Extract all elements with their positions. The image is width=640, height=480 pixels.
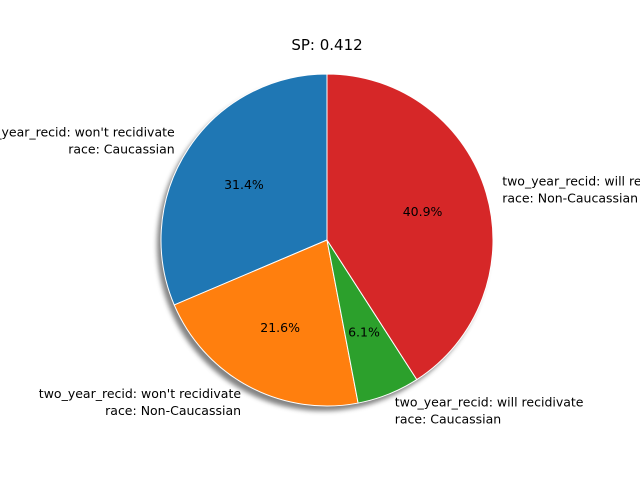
slice-label-line2-1: race: Non-Caucassian bbox=[105, 403, 241, 418]
slice-label-line2-2: race: Caucassian bbox=[395, 412, 501, 427]
slice-label-1: two_year_recid: won't recidivate race: No… bbox=[39, 386, 242, 418]
pct-labels: 31.4% 21.6% 6.1% 40.9% bbox=[224, 177, 442, 339]
slice-label-2: two_year_recid: will recidivate race: Cau… bbox=[395, 395, 584, 427]
pie-slices bbox=[160, 73, 494, 407]
pct-label-3: 40.9% bbox=[403, 204, 443, 219]
slice-labels: two_year_recid: won't recidivate race: Ca… bbox=[0, 124, 640, 426]
slice-label-line2-0: race: Caucassian bbox=[68, 141, 174, 156]
slice-label-line1-1: two_year_recid: won't recidivate bbox=[39, 386, 242, 401]
pie-slice-0 bbox=[160, 73, 328, 306]
pct-label-2: 6.1% bbox=[348, 324, 380, 339]
pct-label-0: 31.4% bbox=[224, 177, 264, 192]
slice-label-0: two_year_recid: won't recidivate race: Ca… bbox=[0, 124, 175, 156]
pie-slice-1 bbox=[173, 239, 359, 407]
slice-label-line2-3: race: Non-Caucassian bbox=[502, 191, 638, 206]
pie-slice-3 bbox=[326, 73, 494, 381]
slice-label-line1-2: two_year_recid: will recidivate bbox=[395, 395, 584, 410]
chart-title: SP: 0.412 bbox=[291, 36, 362, 54]
slice-label-3: two_year_recid: will recidivate race: Non… bbox=[502, 174, 640, 206]
slice-label-line1-3: two_year_recid: will recidivate bbox=[502, 174, 640, 189]
slice-label-line1-0: two_year_recid: won't recidivate bbox=[0, 124, 175, 139]
pct-label-1: 21.6% bbox=[260, 320, 300, 335]
